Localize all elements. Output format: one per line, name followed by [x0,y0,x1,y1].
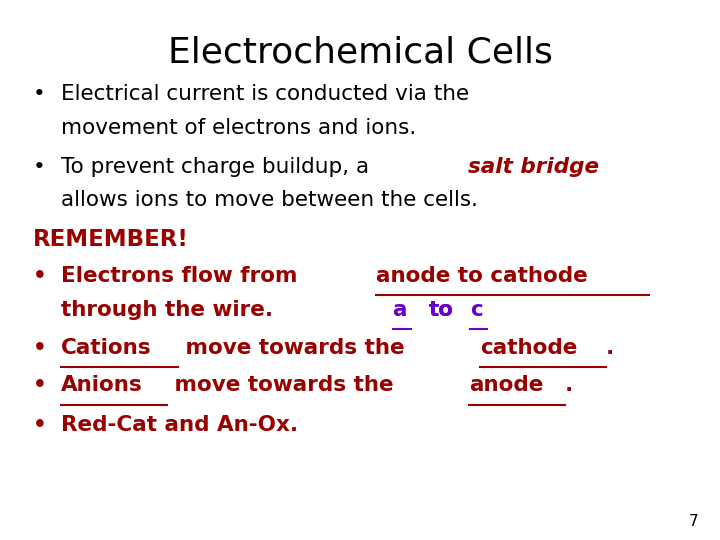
Text: Electrons flow from: Electrons flow from [61,266,305,286]
Text: •: • [32,375,46,395]
Text: Cations: Cations [61,338,152,357]
Text: to: to [429,300,454,320]
Text: a: a [392,300,407,320]
Text: anode to cathode: anode to cathode [376,266,588,286]
Text: to: to [429,300,454,320]
Text: •: • [32,338,46,357]
Text: move towards the: move towards the [178,338,413,357]
Text: Anions: Anions [61,375,143,395]
Text: cathode: cathode [480,338,577,357]
Text: movement of electrons and ions.: movement of electrons and ions. [61,118,416,138]
Text: REMEMBER!: REMEMBER! [32,228,188,251]
Text: •: • [32,157,45,177]
Text: To prevent charge buildup, a: To prevent charge buildup, a [61,157,376,177]
Text: through the wire.: through the wire. [61,300,274,320]
Text: Electrochemical Cells: Electrochemical Cells [168,35,552,69]
Text: •: • [32,266,46,286]
Text: •: • [32,84,45,104]
Text: salt bridge: salt bridge [468,157,599,177]
Text: Electrical current is conducted via the: Electrical current is conducted via the [61,84,469,104]
Text: move towards the: move towards the [167,375,401,395]
Text: 7: 7 [689,514,698,529]
Text: anode: anode [469,375,543,395]
Text: allows ions to move between the cells.: allows ions to move between the cells. [61,190,478,210]
Text: •: • [32,415,46,435]
Text: .: . [564,375,573,395]
Text: .: . [606,338,614,357]
Text: Red-Cat and An-Ox.: Red-Cat and An-Ox. [61,415,298,435]
Text: c: c [470,300,483,320]
